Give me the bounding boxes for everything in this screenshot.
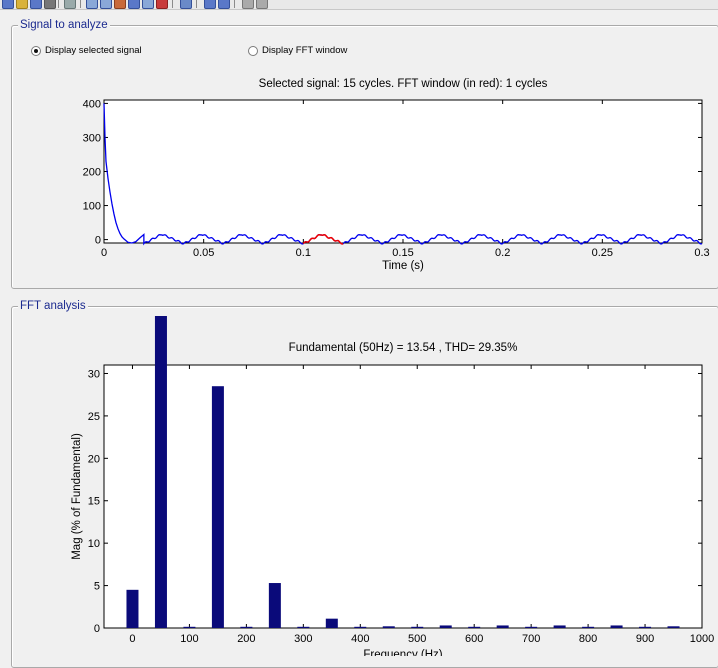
x-axis-label: Time (s) bbox=[382, 260, 424, 272]
radio-unchecked-icon[interactable] bbox=[248, 46, 258, 56]
show-plot-tools-icon[interactable] bbox=[256, 0, 268, 9]
y-tick-label: 30 bbox=[88, 368, 100, 380]
x-tick-label: 700 bbox=[522, 633, 540, 645]
link-icon[interactable] bbox=[180, 0, 192, 9]
x-tick-label: 0.3 bbox=[694, 247, 709, 259]
x-tick-label: 0 bbox=[129, 633, 135, 645]
x-tick-label: 1000 bbox=[690, 633, 714, 645]
x-tick-label: 600 bbox=[465, 633, 483, 645]
x-tick-label: 0.2 bbox=[495, 247, 510, 259]
display-selected-signal-label: Display selected signal bbox=[45, 45, 142, 56]
fft-bar bbox=[582, 626, 595, 628]
fft-bar bbox=[553, 625, 566, 628]
fft-window-segment-line bbox=[302, 233, 344, 245]
x-tick-label: 200 bbox=[237, 633, 255, 645]
y-tick-label: 200 bbox=[83, 167, 101, 179]
display-fft-window-option[interactable]: Display FFT window bbox=[248, 45, 347, 57]
x-tick-label: 300 bbox=[294, 633, 312, 645]
rotate-icon[interactable] bbox=[128, 0, 140, 9]
signal-plot-title: Selected signal: 15 cycles. FFT window (… bbox=[258, 78, 548, 90]
x-tick-label: 400 bbox=[351, 633, 369, 645]
fft-bar bbox=[468, 626, 481, 628]
fft-bar bbox=[297, 626, 310, 628]
y-tick-label: 5 bbox=[94, 581, 100, 593]
y-tick-label: 100 bbox=[83, 201, 101, 213]
fft-bar bbox=[211, 386, 224, 628]
fft-bar bbox=[154, 316, 167, 628]
toolbar-separator bbox=[234, 0, 235, 8]
pan-icon[interactable] bbox=[114, 0, 126, 9]
x-tick-label: 800 bbox=[579, 633, 597, 645]
x-tick-label: 0.25 bbox=[592, 247, 613, 259]
fft-plot-title: Fundamental (50Hz) = 13.54 , THD= 29.35% bbox=[288, 342, 518, 354]
colorbar-icon[interactable] bbox=[204, 0, 216, 9]
fft-bar bbox=[325, 618, 338, 628]
new-icon[interactable] bbox=[2, 0, 14, 9]
fft-bar bbox=[183, 626, 196, 628]
x-tick-label: 0.05 bbox=[193, 247, 214, 259]
fft-bar bbox=[667, 626, 680, 628]
fft-bar bbox=[411, 626, 424, 628]
y-tick-label: 0 bbox=[95, 235, 101, 247]
signal-panel-title: Signal to analyze bbox=[18, 18, 110, 32]
y-tick-label: 15 bbox=[88, 496, 100, 508]
fft-bar bbox=[496, 625, 509, 628]
radio-checked-icon[interactable] bbox=[31, 46, 41, 56]
x-tick-label: 500 bbox=[408, 633, 426, 645]
fft-bar bbox=[610, 625, 623, 628]
x-tick-label: 0.1 bbox=[296, 247, 311, 259]
zoom-in-icon[interactable] bbox=[86, 0, 98, 9]
pointer-icon[interactable] bbox=[64, 0, 76, 9]
fft-bar bbox=[126, 589, 139, 628]
toolbar-separator bbox=[172, 0, 173, 8]
fft-bar bbox=[354, 626, 367, 628]
fft-bar bbox=[240, 626, 253, 628]
x-tick-label: 900 bbox=[636, 633, 654, 645]
fft-panel-title: FFT analysis bbox=[18, 299, 88, 313]
save-icon[interactable] bbox=[30, 0, 42, 9]
toolbar-separator bbox=[58, 0, 59, 8]
toolbar-separator bbox=[80, 0, 81, 8]
y-tick-label: 0 bbox=[94, 623, 100, 635]
fft-plot-area bbox=[103, 364, 703, 629]
display-fft-window-label: Display FFT window bbox=[262, 45, 348, 56]
fft-bar bbox=[639, 626, 652, 628]
x-tick-label: 100 bbox=[180, 633, 198, 645]
brush-icon[interactable] bbox=[156, 0, 168, 9]
y-tick-label: 10 bbox=[88, 538, 100, 550]
legend-icon[interactable] bbox=[218, 0, 230, 9]
signal-panel: Signal to analyze bbox=[11, 18, 718, 289]
data-cursor-icon[interactable] bbox=[142, 0, 154, 9]
fft-bar bbox=[268, 583, 281, 628]
display-selected-signal-option[interactable]: Display selected signal bbox=[31, 45, 142, 57]
toolbar bbox=[0, 0, 718, 10]
fft-bar bbox=[382, 626, 395, 628]
signal-waveform-line bbox=[103, 103, 703, 246]
y-tick-label: 25 bbox=[88, 411, 100, 423]
toolbar-separator bbox=[196, 0, 197, 8]
open-icon[interactable] bbox=[16, 0, 28, 9]
zoom-out-icon[interactable] bbox=[100, 0, 112, 9]
fft-bar bbox=[525, 626, 538, 628]
x-axis-label: Frequency (Hz) bbox=[363, 649, 442, 656]
x-tick-label: 0.15 bbox=[392, 247, 413, 259]
y-tick-label: 400 bbox=[83, 98, 101, 110]
y-axis-label: Mag (% of Fundamental) bbox=[71, 433, 83, 560]
y-tick-label: 20 bbox=[88, 453, 100, 465]
fft-bar bbox=[439, 625, 452, 628]
hide-plot-tools-icon[interactable] bbox=[242, 0, 254, 9]
y-tick-label: 300 bbox=[83, 132, 101, 144]
print-icon[interactable] bbox=[44, 0, 56, 9]
x-tick-label: 0 bbox=[101, 247, 107, 259]
